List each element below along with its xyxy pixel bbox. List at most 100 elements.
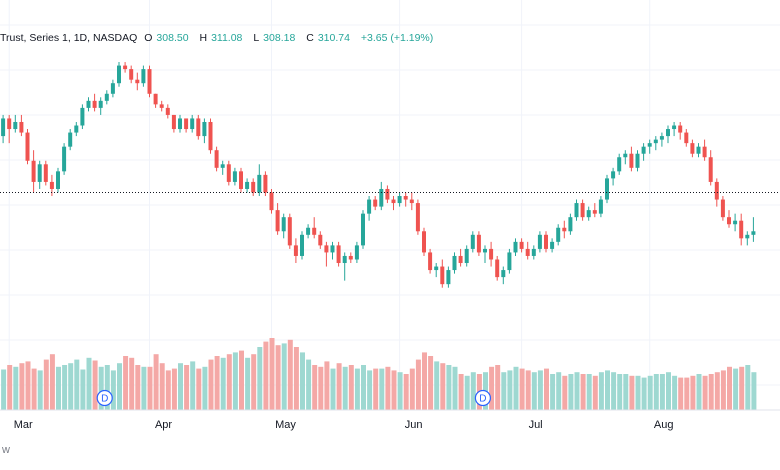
volume-bar xyxy=(678,377,684,410)
volume-bar xyxy=(1,369,7,410)
dividend-marker-label: D xyxy=(479,394,486,405)
volume-bar xyxy=(525,370,531,410)
candle-body xyxy=(135,79,140,84)
volume-bar xyxy=(470,372,476,410)
candle-body xyxy=(629,153,634,168)
candle-body xyxy=(440,266,445,285)
volume-bar xyxy=(501,372,507,410)
candle-body xyxy=(306,227,311,235)
volume-bar xyxy=(92,360,98,410)
volume-bar xyxy=(544,368,549,410)
high-value: H 311.08 xyxy=(199,32,243,44)
candle-body xyxy=(318,234,323,246)
volume-bar xyxy=(574,372,580,410)
candle-body xyxy=(458,255,463,264)
candle-body xyxy=(684,132,689,144)
symbol-legend: Trust, Series 1, 1D, NASDAQ O 308.50 H 311… xyxy=(0,32,437,44)
volume-bar xyxy=(690,375,696,410)
candle-body xyxy=(336,245,341,264)
candle-body xyxy=(98,100,103,108)
candle-body xyxy=(544,234,548,249)
candle-body xyxy=(611,171,616,179)
volume-bar xyxy=(153,354,159,410)
candle-body xyxy=(293,245,298,256)
volume-bar xyxy=(745,365,751,410)
candle-body xyxy=(525,248,530,256)
volume-bar xyxy=(513,366,519,410)
candle-body xyxy=(25,132,30,161)
volume-bar xyxy=(257,347,263,410)
candle-body xyxy=(226,164,231,182)
volume-bar xyxy=(696,374,702,410)
candle-body xyxy=(49,181,54,189)
candle-body xyxy=(56,171,60,189)
volume-bar xyxy=(720,370,726,410)
candle-body xyxy=(251,181,256,193)
volume-bar xyxy=(415,359,421,410)
volume-bar xyxy=(263,341,269,410)
volume-bar xyxy=(104,365,110,410)
volume-bar xyxy=(629,375,635,410)
x-tick-label: Apr xyxy=(155,419,172,431)
volume-bar xyxy=(80,369,86,410)
volume-bar xyxy=(507,370,513,410)
candle-body xyxy=(605,178,609,200)
volume-bar xyxy=(605,370,610,410)
candle-body xyxy=(635,153,640,168)
candle-body xyxy=(751,231,756,235)
volume-bar xyxy=(13,366,19,410)
candle-body xyxy=(391,199,396,204)
candle-body xyxy=(422,231,426,253)
candle-body xyxy=(647,143,652,147)
candle-body xyxy=(653,139,658,144)
candle-body xyxy=(31,160,36,182)
candle-body xyxy=(184,118,189,130)
volume-bar xyxy=(62,365,68,410)
volume-bar xyxy=(684,377,690,410)
volume-bar xyxy=(245,357,251,410)
volume-bar xyxy=(446,365,452,410)
candle-body xyxy=(13,121,18,130)
volume-bar xyxy=(251,354,257,410)
candle-body xyxy=(214,150,219,168)
candle-body xyxy=(470,234,475,249)
volume-bar xyxy=(714,372,720,410)
volume-bar xyxy=(214,356,220,410)
candle-body xyxy=(428,252,433,271)
volume-bar xyxy=(312,365,318,410)
candle-body xyxy=(537,234,542,249)
volume-bar xyxy=(537,370,543,410)
candle-body xyxy=(178,118,182,130)
candle-body xyxy=(385,188,390,200)
candle-body xyxy=(531,248,536,256)
candle-body xyxy=(348,255,353,260)
volume-bar xyxy=(562,375,568,410)
candle-body xyxy=(415,203,420,232)
candle-body xyxy=(165,107,170,115)
volume-bar xyxy=(495,365,501,410)
volume-bar xyxy=(190,361,196,410)
volume-bar xyxy=(129,357,135,410)
candle-body xyxy=(379,188,384,207)
dividend-marker xyxy=(474,389,491,407)
candle-body xyxy=(208,121,213,151)
candle-body xyxy=(287,217,292,246)
volume-bar xyxy=(171,368,177,410)
candle-body xyxy=(556,227,561,242)
volume-bar xyxy=(586,374,592,410)
candle-body xyxy=(476,234,481,253)
candle-body xyxy=(342,255,347,264)
candle-body xyxy=(690,143,695,154)
candle-body xyxy=(434,266,439,271)
volume-bar xyxy=(373,368,379,410)
candle-body xyxy=(446,270,451,285)
volume-bar xyxy=(74,359,80,410)
candle-body xyxy=(220,164,225,168)
candle-body xyxy=(257,174,262,193)
candle-body xyxy=(245,181,250,189)
volume-bar xyxy=(440,363,446,410)
candle-body xyxy=(68,132,73,147)
candle-body xyxy=(409,199,414,204)
candle-body xyxy=(104,93,109,101)
